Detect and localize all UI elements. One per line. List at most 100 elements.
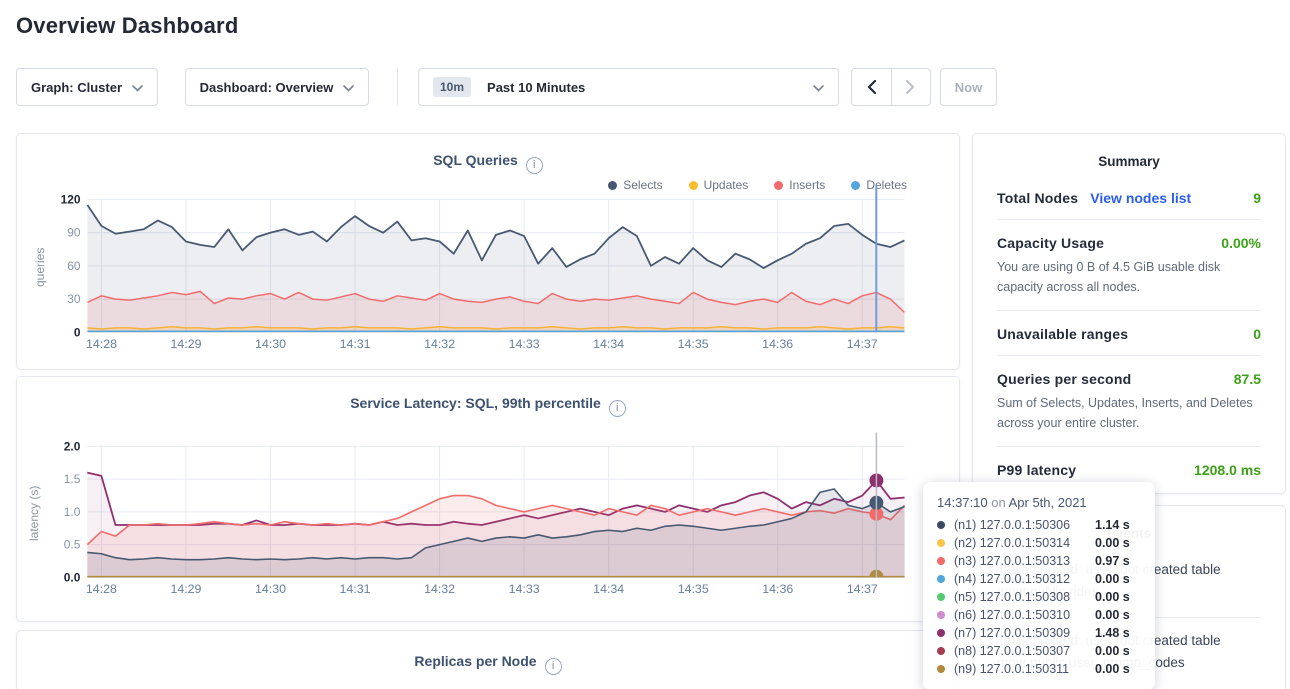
graph-scope-label: Graph: Cluster: [31, 80, 122, 95]
tooltip-timestamp: 14:37:10 on Apr 5th, 2021: [937, 495, 1141, 510]
series-dot-icon: [937, 611, 945, 619]
series-dot-icon: [937, 575, 945, 583]
summary-row-unavailable-ranges: Unavailable ranges 0: [997, 311, 1261, 356]
series-dot-icon: [937, 539, 945, 547]
svg-text:14:31: 14:31: [340, 337, 371, 351]
svg-text:1.0: 1.0: [64, 505, 81, 519]
chevron-down-icon: [132, 80, 143, 95]
svg-text:0.0: 0.0: [64, 570, 81, 584]
svg-text:14:35: 14:35: [678, 582, 709, 596]
tooltip-node-label: (n1) 127.0.0.1:50306: [954, 518, 1095, 532]
tooltip-node-value: 0.00 s: [1095, 608, 1130, 622]
svg-text:14:28: 14:28: [86, 582, 117, 596]
svg-text:30: 30: [67, 292, 81, 306]
tooltip-node-value: 0.97 s: [1095, 554, 1130, 568]
svg-text:0.5: 0.5: [64, 538, 81, 552]
series-dot-icon: [937, 665, 945, 673]
service-latency-chart[interactable]: 14:2814:2914:3014:3114:3214:3314:3414:35…: [17, 377, 961, 621]
series-dot-icon: [937, 557, 945, 565]
sql-queries-card: SQL Queriesi SelectsUpdatesInsertsDelete…: [16, 133, 960, 370]
p99-latency-value: 1208.0 ms: [1194, 462, 1261, 478]
svg-text:14:32: 14:32: [424, 337, 455, 351]
info-icon[interactable]: i: [545, 658, 562, 675]
now-button-label: Now: [955, 80, 982, 95]
svg-text:14:35: 14:35: [678, 337, 709, 351]
tooltip-node-value: 0.00 s: [1095, 590, 1130, 604]
sql-queries-chart[interactable]: 14:28 14:29 14:30 14:31 14:32 14:33 14:34 14:35…: [17, 134, 961, 369]
capacity-usage-desc: You are using 0 B of 4.5 GiB usable disk…: [997, 257, 1261, 297]
tooltip-node-value: 0.00 s: [1095, 536, 1130, 550]
dashboard-label: Dashboard: Overview: [200, 80, 334, 95]
time-range-label: Past 10 Minutes: [487, 80, 585, 95]
tooltip-node-value: 0.00 s: [1095, 662, 1130, 676]
capacity-usage-value: 0.00%: [1221, 235, 1261, 251]
page-title: Overview Dashboard: [16, 13, 238, 39]
summary-panel: Summary Total Nodes View nodes list 9 Ca…: [972, 133, 1286, 494]
qps-desc: Sum of Selects, Updates, Inserts, and De…: [997, 393, 1261, 433]
tooltip-row: (n3) 127.0.0.1:503130.97 s: [937, 552, 1141, 570]
dashboard-dropdown[interactable]: Dashboard: Overview: [185, 68, 369, 106]
time-step-buttons: [851, 68, 931, 106]
tooltip-row: (n5) 127.0.0.1:503080.00 s: [937, 588, 1141, 606]
view-nodes-list-link[interactable]: View nodes list: [1090, 190, 1191, 206]
svg-text:14:28: 14:28: [86, 337, 117, 351]
graph-scope-dropdown[interactable]: Graph: Cluster: [16, 68, 158, 106]
time-range-badge: 10m: [433, 77, 471, 97]
tooltip-node-label: (n8) 127.0.0.1:50307: [954, 644, 1095, 658]
tooltip-row: (n8) 127.0.0.1:503070.00 s: [937, 642, 1141, 660]
svg-text:14:36: 14:36: [762, 337, 793, 351]
replicas-per-node-card: Replicas per Nodei: [16, 630, 960, 689]
tooltip-node-label: (n7) 127.0.0.1:50309: [954, 626, 1095, 640]
chart-tooltip: 14:37:10 on Apr 5th, 2021 (n1) 127.0.0.1…: [923, 482, 1155, 689]
tooltip-row: (n7) 127.0.0.1:503091.48 s: [937, 624, 1141, 642]
time-range-dropdown[interactable]: 10m Past 10 Minutes: [418, 68, 839, 106]
svg-text:1.5: 1.5: [64, 472, 81, 486]
next-time-button[interactable]: [891, 69, 931, 105]
series-dot-icon: [937, 593, 945, 601]
chevron-right-icon: [906, 80, 915, 94]
summary-row-total-nodes: Total Nodes View nodes list 9: [997, 175, 1261, 220]
tooltip-node-value: 1.48 s: [1095, 626, 1130, 640]
svg-text:14:34: 14:34: [593, 337, 624, 351]
tooltip-row: (n1) 127.0.0.1:503061.14 s: [937, 516, 1141, 534]
prev-time-button[interactable]: [852, 69, 891, 105]
chevron-down-icon: [343, 80, 354, 95]
svg-text:2.0: 2.0: [64, 439, 81, 453]
tooltip-node-value: 0.00 s: [1095, 572, 1130, 586]
summary-row-qps: Queries per second 87.5 Sum of Selects, …: [997, 356, 1261, 447]
svg-text:14:33: 14:33: [509, 582, 540, 596]
svg-text:14:36: 14:36: [762, 582, 793, 596]
svg-text:14:33: 14:33: [509, 337, 540, 351]
svg-text:14:32: 14:32: [424, 582, 455, 596]
chevron-left-icon: [867, 80, 876, 94]
total-nodes-value: 9: [1253, 190, 1261, 206]
series-dot-icon: [937, 521, 945, 529]
qps-value: 87.5: [1234, 371, 1261, 387]
svg-text:60: 60: [67, 259, 81, 273]
tooltip-rows: (n1) 127.0.0.1:503061.14 s(n2) 127.0.0.1…: [937, 516, 1141, 678]
tooltip-row: (n2) 127.0.0.1:503140.00 s: [937, 534, 1141, 552]
series-dot-icon: [937, 629, 945, 637]
svg-text:14:37: 14:37: [847, 337, 878, 351]
tooltip-node-label: (n4) 127.0.0.1:50312: [954, 572, 1095, 586]
svg-text:14:29: 14:29: [171, 337, 202, 351]
tooltip-node-label: (n5) 127.0.0.1:50308: [954, 590, 1095, 604]
svg-text:120: 120: [61, 192, 81, 206]
tooltip-node-label: (n2) 127.0.0.1:50314: [954, 536, 1095, 550]
svg-text:0: 0: [74, 325, 81, 339]
svg-text:14:30: 14:30: [255, 582, 286, 596]
summary-row-capacity-usage: Capacity Usage 0.00% You are using 0 B o…: [997, 220, 1261, 311]
summary-title: Summary: [973, 134, 1285, 169]
chevron-down-icon: [813, 80, 824, 95]
tooltip-node-label: (n6) 127.0.0.1:50310: [954, 608, 1095, 622]
unavailable-ranges-value: 0: [1253, 326, 1261, 342]
now-button[interactable]: Now: [940, 68, 997, 106]
svg-text:14:30: 14:30: [255, 337, 286, 351]
tooltip-node-label: (n9) 127.0.0.1:50311: [954, 662, 1095, 676]
service-latency-card: Service Latency: SQL, 99th percentilei l…: [16, 376, 960, 622]
tooltip-node-value: 0.00 s: [1095, 644, 1130, 658]
tooltip-row: (n6) 127.0.0.1:503100.00 s: [937, 606, 1141, 624]
toolbar-divider: [397, 69, 398, 105]
svg-text:14:29: 14:29: [170, 582, 201, 596]
svg-text:14:34: 14:34: [593, 582, 624, 596]
